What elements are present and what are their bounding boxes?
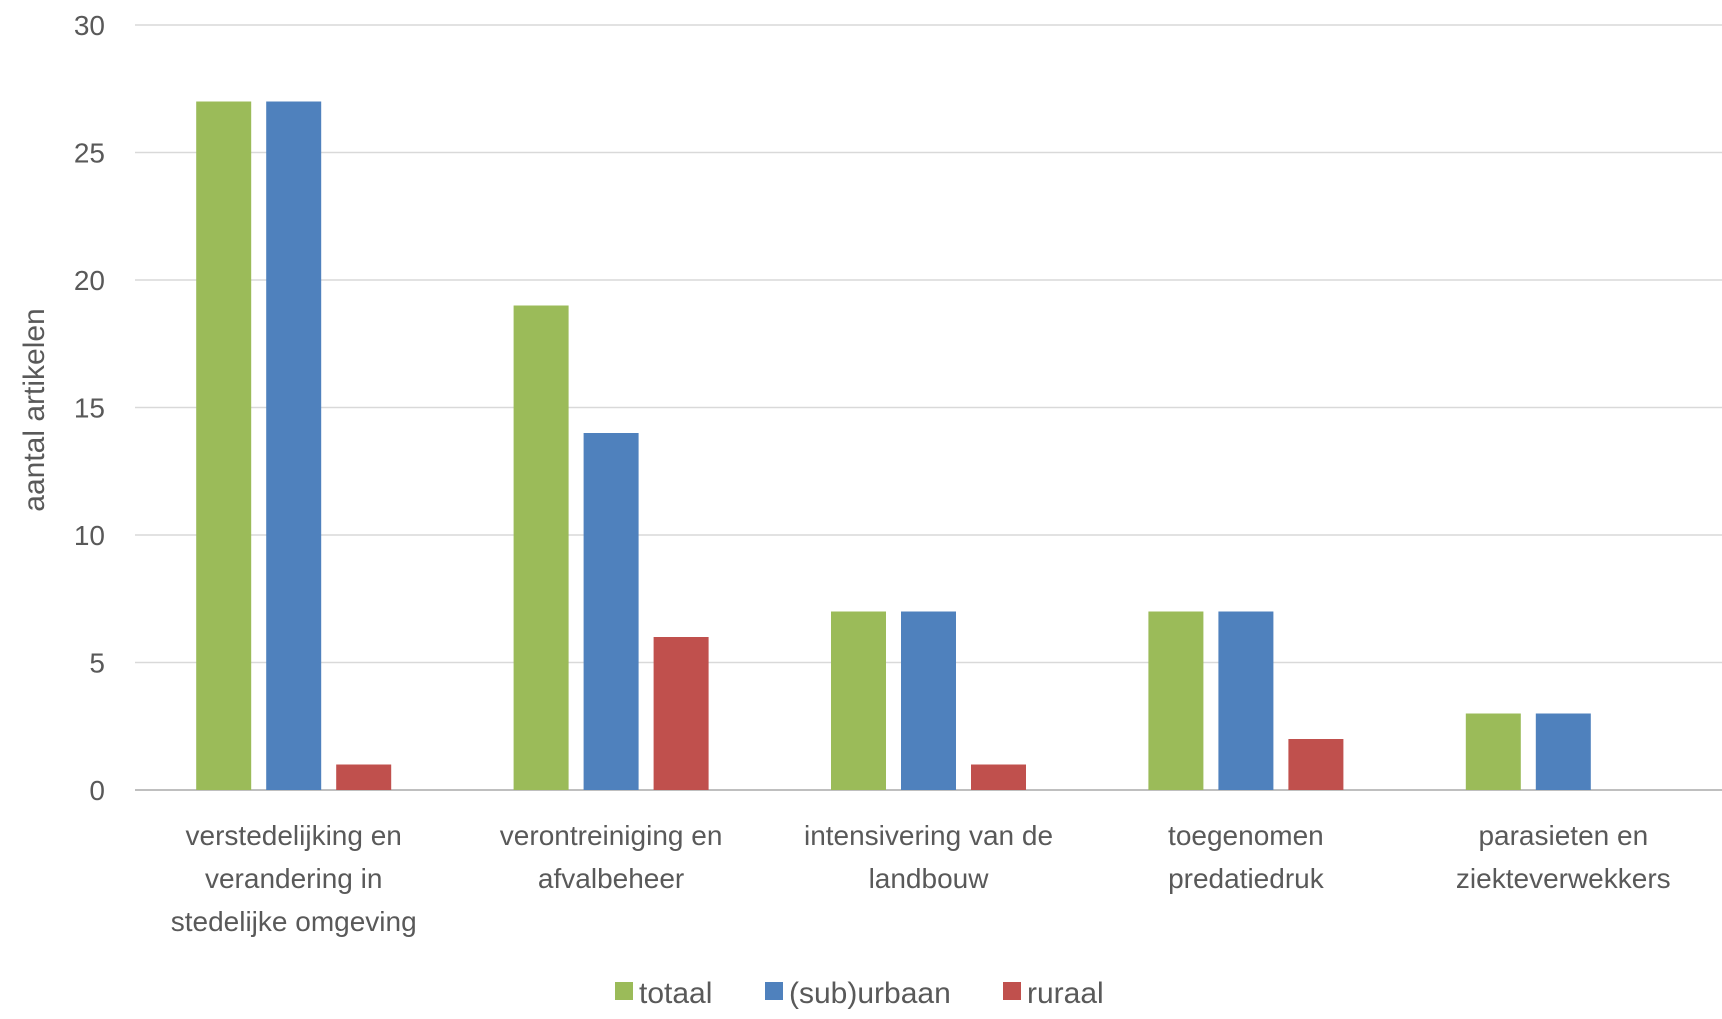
- y-tick-label: 10: [74, 520, 105, 551]
- category-label-line: landbouw: [869, 863, 990, 894]
- category-label-line: parasieten en: [1478, 820, 1648, 851]
- category-label-line: verandering in: [205, 863, 382, 894]
- category-label-line: toegenomen: [1168, 820, 1324, 851]
- category-label-line: ziekteverwekkers: [1456, 863, 1671, 894]
- bar-suburbaan-0: [266, 101, 322, 790]
- bar-totaal-4: [1465, 713, 1521, 790]
- category-labels: verstedelijking en verandering in stedelij…: [171, 820, 1671, 937]
- gridlines: [135, 24, 1722, 791]
- legend-swatch: [1003, 982, 1021, 1000]
- y-tick-label: 0: [89, 775, 105, 806]
- bar-ruraal-2: [971, 764, 1026, 790]
- bar-suburbaan-4: [1535, 713, 1591, 790]
- y-tick-label: 25: [74, 138, 105, 169]
- bars: [196, 101, 1591, 790]
- legend: totaal (sub)urbaan ruraal: [615, 977, 1104, 1010]
- category-label: intensivering van de landbouw: [804, 820, 1053, 894]
- y-tick-label: 30: [74, 10, 105, 41]
- bar-totaal-0: [196, 101, 252, 790]
- category-label: verontreiniging en afvalbeheer: [500, 820, 723, 894]
- y-tick-label: 15: [74, 393, 105, 424]
- legend-label: (sub)urbaan: [789, 977, 951, 1010]
- category-label: verstedelijking en verandering in stedelij…: [171, 820, 417, 937]
- bar-totaal-2: [831, 611, 886, 790]
- category-label: toegenomen predatiedruk: [1168, 820, 1325, 894]
- bar-suburbaan-3: [1218, 611, 1274, 790]
- category-label-line: afvalbeheer: [538, 863, 684, 894]
- category-label: parasieten en ziekteverwekkers: [1456, 820, 1671, 894]
- legend-label: totaal: [639, 977, 712, 1010]
- legend-swatch: [765, 982, 783, 1000]
- bar-suburbaan-1: [583, 433, 639, 790]
- category-label-line: stedelijke omgeving: [171, 906, 417, 937]
- bar-totaal-1: [513, 305, 569, 790]
- legend-swatch: [615, 982, 633, 1000]
- category-label-line: verstedelijking en: [186, 820, 402, 851]
- bar-ruraal-0: [336, 764, 392, 790]
- y-axis-title: aantal artikelen: [18, 308, 51, 511]
- y-tick-label: 20: [74, 265, 105, 296]
- bar-suburbaan-2: [901, 611, 956, 790]
- bar-ruraal-3: [1288, 739, 1344, 790]
- category-label-line: verontreiniging en: [500, 820, 723, 851]
- y-axis-ticks: 0 5 10 15 20 25 30: [74, 10, 105, 806]
- y-tick-label: 5: [89, 648, 105, 679]
- legend-label: ruraal: [1027, 977, 1104, 1010]
- category-label-line: intensivering van de: [804, 820, 1053, 851]
- bar-totaal-3: [1148, 611, 1204, 790]
- category-label-line: predatiedruk: [1168, 863, 1325, 894]
- bar-ruraal-1: [653, 637, 709, 790]
